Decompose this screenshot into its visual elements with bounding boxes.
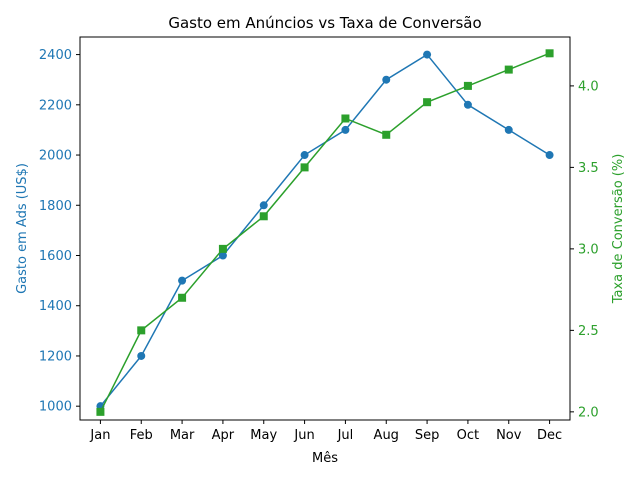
y-left-tick-label: 1000 [39, 400, 72, 415]
x-tick-label: Aug [374, 428, 399, 443]
x-axis-title: Mês [312, 451, 338, 466]
series-1-point [300, 151, 309, 160]
y-right-tick-label: 2.0 [578, 405, 599, 420]
plot-area: Jan Feb Mar Apr May Jun Jul Aug Sep Oct Nov Dec 1000… [39, 36, 599, 443]
series-1-point [178, 276, 187, 285]
x-tick-label: Mar [170, 428, 195, 443]
y-left-tick-label: 1400 [39, 299, 72, 314]
y-left-axis-title: Gasto em Ads (US$) [15, 163, 30, 294]
y-left-tick-label: 1800 [39, 199, 72, 214]
series-1-point [423, 50, 432, 59]
x-tick-label: Jul [337, 428, 354, 443]
x-tick-label: Feb [130, 428, 153, 443]
series-2-point [218, 244, 227, 253]
series-2-point [423, 98, 432, 107]
y-right-axis-title: Taxa de Conversão (%) [611, 154, 626, 305]
x-tick-label: Jun [293, 428, 314, 443]
x-tick-label: Sep [415, 428, 440, 443]
series-line-1 [99, 53, 550, 407]
y-left-tick-label: 1600 [39, 249, 72, 264]
y-left-tick-label: 2200 [39, 98, 72, 113]
series-2-point [96, 407, 105, 416]
x-tick-label: Apr [212, 428, 235, 443]
y-left-tick-label: 2400 [39, 48, 72, 63]
series-1-point [504, 125, 513, 134]
y-right-tick-label: 2.5 [578, 324, 599, 339]
x-tick-label: May [250, 428, 277, 443]
x-tick-label: Oct [457, 428, 479, 443]
series-1-point [463, 100, 472, 109]
x-tick-label: Jan [89, 428, 110, 443]
series-2-point [341, 114, 350, 123]
y-left-tick-label: 2000 [39, 149, 72, 164]
series-2-point [259, 212, 268, 221]
series-2-point [463, 81, 472, 90]
series-2-point [178, 293, 187, 302]
series-2-point [382, 130, 391, 139]
series-1-point [259, 201, 268, 210]
series-1-point [382, 75, 391, 84]
series-1-point [341, 125, 350, 134]
y-left-tick-label: 1200 [39, 349, 72, 364]
y-right-tick-label: 3.5 [578, 161, 599, 176]
series-1-point [545, 151, 554, 160]
series-2-point [545, 49, 554, 58]
x-tick-label: Dec [537, 428, 562, 443]
y-right-tick-label: 4.0 [578, 79, 599, 94]
chart-title: Gasto em Anúncios vs Taxa de Conversão [168, 14, 481, 32]
series-2-point [300, 163, 309, 172]
series-2-point [504, 65, 513, 74]
series-line-2 [99, 52, 550, 413]
series-1-point [218, 251, 227, 260]
series-2-point [137, 326, 146, 335]
x-tick-label: Nov [496, 428, 522, 443]
y-right-tick-label: 3.0 [578, 242, 599, 257]
series-1-point [137, 351, 146, 360]
plot-frame [79, 36, 571, 421]
